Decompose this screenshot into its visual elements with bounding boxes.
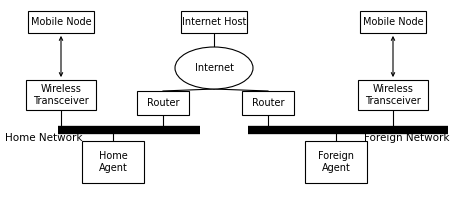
Bar — [82, 141, 144, 183]
Text: Wireless
Transceiver: Wireless Transceiver — [33, 84, 89, 106]
Text: Wireless
Transceiver: Wireless Transceiver — [365, 84, 421, 106]
Text: Foreign Network: Foreign Network — [365, 133, 450, 143]
Bar — [26, 80, 96, 110]
Text: Home
Agent: Home Agent — [99, 151, 128, 173]
Bar — [360, 11, 426, 33]
Bar — [305, 141, 367, 183]
Text: Router: Router — [147, 98, 179, 108]
Text: Home Network: Home Network — [5, 133, 83, 143]
Text: Router: Router — [252, 98, 284, 108]
Bar — [242, 91, 294, 115]
Bar — [181, 11, 247, 33]
Bar — [358, 80, 428, 110]
Text: Mobile Node: Mobile Node — [363, 17, 423, 27]
Bar — [28, 11, 94, 33]
Text: Foreign
Agent: Foreign Agent — [318, 151, 354, 173]
Bar — [137, 91, 189, 115]
Text: Internet: Internet — [194, 63, 233, 73]
Ellipse shape — [175, 47, 253, 89]
Text: Mobile Node: Mobile Node — [31, 17, 91, 27]
Text: Internet Host: Internet Host — [182, 17, 246, 27]
